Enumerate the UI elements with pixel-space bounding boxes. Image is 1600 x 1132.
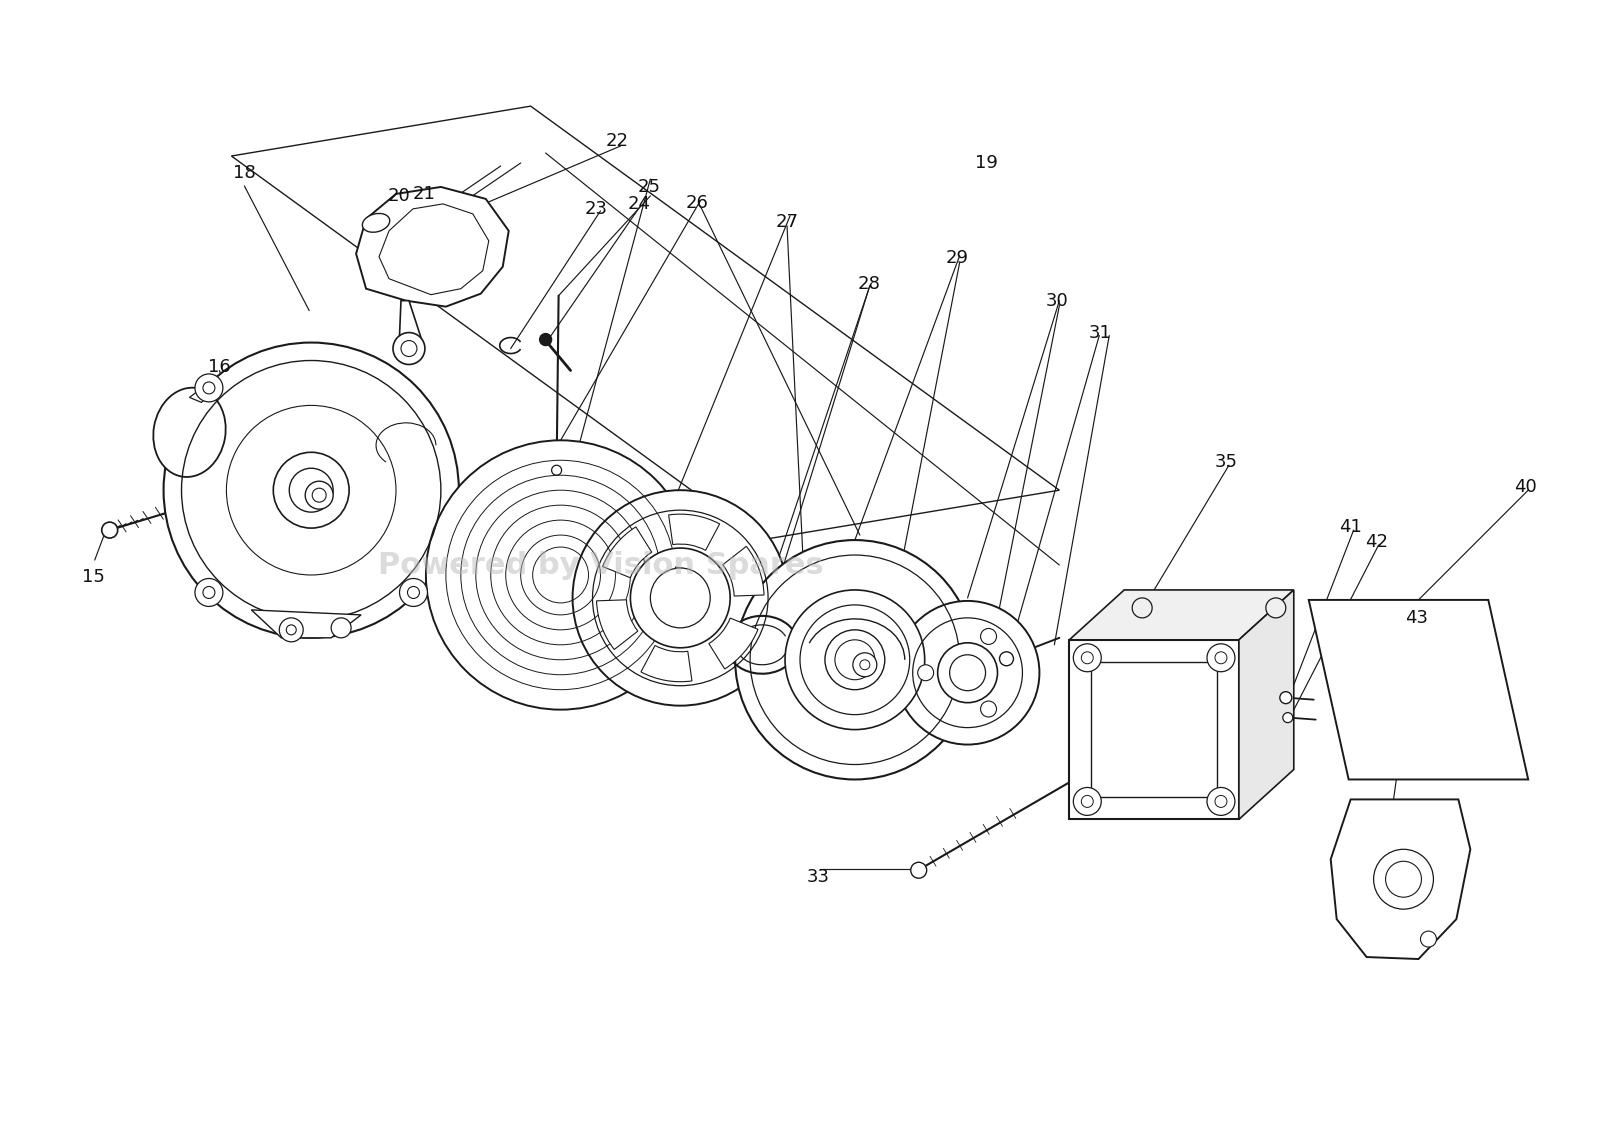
Circle shape [826, 629, 885, 689]
Circle shape [539, 334, 552, 345]
Circle shape [1074, 788, 1101, 815]
Text: 27: 27 [776, 213, 798, 231]
Circle shape [331, 618, 350, 637]
Polygon shape [1331, 799, 1470, 959]
Circle shape [1214, 652, 1227, 663]
Circle shape [1074, 644, 1101, 671]
Circle shape [1421, 932, 1437, 947]
Circle shape [918, 664, 934, 680]
Circle shape [1000, 652, 1013, 666]
Circle shape [1373, 849, 1434, 909]
Wedge shape [603, 526, 651, 577]
Circle shape [274, 453, 349, 529]
Circle shape [1133, 598, 1152, 618]
Text: 15: 15 [82, 568, 106, 586]
Circle shape [981, 628, 997, 644]
Text: 20: 20 [387, 187, 410, 205]
Circle shape [195, 374, 222, 402]
Circle shape [981, 701, 997, 717]
Text: 28: 28 [858, 275, 880, 293]
Text: 35: 35 [1214, 453, 1237, 471]
Circle shape [1214, 796, 1227, 807]
Circle shape [402, 341, 418, 357]
Circle shape [650, 568, 710, 628]
Text: 23: 23 [586, 200, 608, 217]
Circle shape [896, 601, 1040, 745]
Text: 22: 22 [606, 132, 629, 151]
Ellipse shape [154, 387, 226, 477]
Text: 30: 30 [1046, 292, 1069, 310]
Text: 24: 24 [627, 195, 651, 213]
Circle shape [1386, 861, 1421, 898]
Text: 29: 29 [946, 249, 970, 267]
Text: 43: 43 [1405, 609, 1427, 627]
Wedge shape [642, 645, 691, 681]
Circle shape [835, 640, 875, 679]
Circle shape [163, 343, 459, 637]
Circle shape [1266, 598, 1286, 618]
Circle shape [938, 643, 997, 703]
Polygon shape [357, 187, 509, 307]
Polygon shape [1091, 662, 1218, 797]
Circle shape [290, 469, 333, 512]
Circle shape [1283, 713, 1293, 722]
Text: 31: 31 [1090, 324, 1112, 342]
Circle shape [910, 863, 926, 878]
Circle shape [786, 590, 925, 730]
Circle shape [286, 625, 296, 635]
Circle shape [552, 465, 562, 475]
Polygon shape [1069, 590, 1294, 640]
Text: 41: 41 [1339, 518, 1362, 537]
Circle shape [1082, 796, 1093, 807]
Text: Powered by Vision Spares: Powered by Vision Spares [378, 551, 824, 581]
Text: 40: 40 [1514, 478, 1536, 496]
Ellipse shape [362, 214, 390, 232]
Circle shape [426, 440, 696, 710]
Polygon shape [398, 301, 422, 353]
Text: 19: 19 [974, 154, 998, 172]
Circle shape [1082, 652, 1093, 663]
Text: 21: 21 [413, 185, 435, 203]
Circle shape [203, 586, 214, 599]
Text: 33: 33 [806, 868, 829, 886]
Text: 16: 16 [208, 359, 230, 377]
Text: 25: 25 [638, 178, 661, 196]
Wedge shape [597, 600, 638, 650]
Wedge shape [709, 618, 758, 669]
Polygon shape [232, 106, 1059, 540]
Circle shape [734, 540, 974, 780]
Text: 26: 26 [686, 194, 709, 212]
Circle shape [306, 481, 333, 509]
Circle shape [1280, 692, 1291, 704]
Circle shape [400, 578, 427, 607]
Circle shape [195, 578, 222, 607]
Circle shape [102, 522, 118, 538]
Circle shape [630, 548, 730, 648]
Circle shape [853, 653, 877, 677]
Wedge shape [669, 514, 720, 550]
Polygon shape [1069, 640, 1238, 820]
Circle shape [859, 660, 870, 670]
Circle shape [408, 586, 419, 599]
Text: 18: 18 [234, 164, 256, 182]
Polygon shape [251, 610, 362, 637]
Circle shape [573, 490, 789, 705]
Circle shape [394, 333, 426, 365]
Circle shape [203, 381, 214, 394]
Polygon shape [189, 388, 211, 402]
Wedge shape [723, 547, 765, 597]
Polygon shape [675, 567, 696, 585]
Polygon shape [379, 204, 488, 294]
Circle shape [1206, 644, 1235, 671]
Polygon shape [1309, 600, 1528, 780]
Polygon shape [1238, 590, 1294, 820]
Circle shape [1206, 788, 1235, 815]
Circle shape [950, 654, 986, 691]
Text: 42: 42 [1365, 533, 1389, 551]
Circle shape [280, 618, 304, 642]
Circle shape [312, 488, 326, 503]
